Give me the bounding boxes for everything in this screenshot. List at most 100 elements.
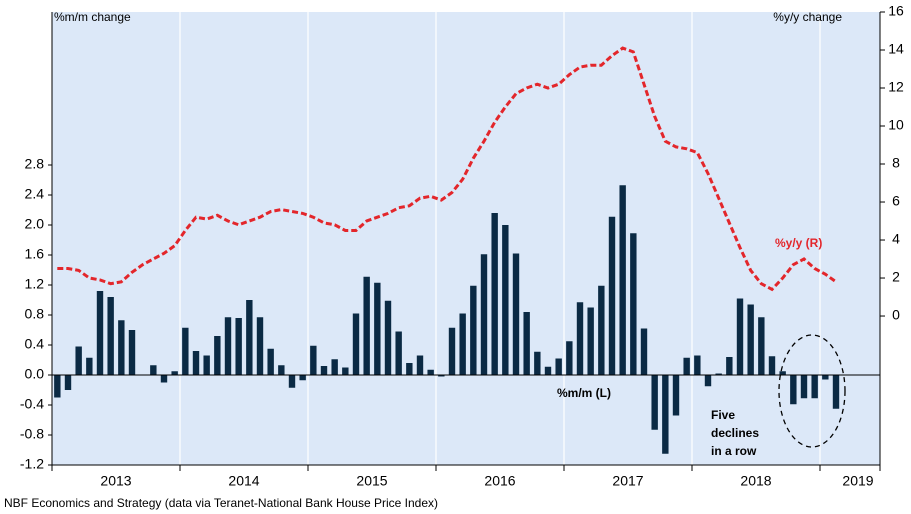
- bar: [662, 375, 669, 454]
- bar: [726, 357, 733, 375]
- source: NBF Economics and Strategy (data via Ter…: [4, 496, 438, 510]
- line: [57, 46, 837, 292]
- x-tick-label: 2019: [842, 473, 873, 489]
- bar: [491, 213, 498, 375]
- bar: [448, 327, 456, 375]
- bar: [672, 375, 680, 416]
- x-tick-label: 2018: [740, 473, 771, 489]
- right-axis-label: %y/y change: [773, 10, 842, 24]
- y-tick-label: 1.6: [25, 246, 45, 262]
- bar: [235, 318, 242, 375]
- bar: [299, 375, 306, 381]
- bar: [640, 328, 648, 375]
- bar: [86, 357, 93, 375]
- bar: [566, 341, 573, 375]
- bar: [576, 302, 584, 375]
- bar: [352, 313, 360, 375]
- bar: [427, 369, 434, 375]
- note-line: declines: [711, 426, 759, 440]
- bar: [598, 285, 605, 375]
- bar: [619, 185, 626, 375]
- bar: [246, 300, 253, 375]
- bar: [587, 307, 594, 375]
- note-line: in a row: [711, 444, 757, 458]
- bar: [278, 365, 285, 375]
- bar: [512, 253, 520, 375]
- bar: [608, 216, 616, 375]
- x-tick-label: 2015: [356, 473, 387, 489]
- y-tick-label: 2.4: [25, 186, 45, 202]
- y2-tick-label: 10: [888, 117, 904, 133]
- x-tick-label: 2013: [100, 473, 131, 489]
- bar: [790, 375, 797, 405]
- bar: [107, 297, 114, 375]
- bar: [747, 304, 754, 375]
- bar: [395, 331, 402, 375]
- bar: [310, 345, 317, 375]
- bar: [630, 233, 637, 375]
- bar: [384, 300, 392, 375]
- bar: [704, 375, 712, 387]
- highlight-ellipse: [778, 334, 846, 448]
- y2-tick-label: 4: [892, 231, 900, 247]
- bar: [758, 317, 765, 375]
- bar: [480, 254, 488, 375]
- bar: [800, 375, 808, 399]
- bar: [651, 375, 658, 430]
- bar: [96, 291, 104, 375]
- bar: [832, 375, 840, 409]
- bar: [822, 375, 829, 380]
- bar: [502, 225, 509, 375]
- y-tick-label: 2.8: [25, 156, 45, 172]
- bar: [363, 276, 370, 375]
- axes: 2013 2014 2015 2016 2017 2018 2019 -1.2 -0.8 -0.4…: [20, 3, 904, 489]
- bar: [768, 356, 776, 375]
- bar: [683, 357, 690, 375]
- y2-tick-label: 8: [892, 155, 900, 171]
- y2-tick-label: 12: [888, 79, 904, 95]
- bar: [694, 355, 701, 375]
- y-tick-label: 0.0: [25, 366, 45, 382]
- grid: [179, 12, 821, 465]
- bar: [715, 373, 722, 375]
- plot-area: [52, 12, 880, 465]
- bar: [54, 375, 61, 398]
- x-tick-label: 2014: [228, 473, 259, 489]
- bar: [406, 363, 413, 375]
- y2-tick-label: 0: [892, 307, 900, 323]
- y-tick-label: -1.2: [20, 456, 44, 472]
- bar: [544, 366, 552, 375]
- bar: [128, 330, 136, 375]
- x-tick-label: 2016: [484, 473, 515, 489]
- bar: [320, 366, 328, 375]
- bar: [438, 375, 445, 377]
- y-tick-label: 2.0: [25, 216, 45, 232]
- bar: [534, 351, 541, 375]
- bar: [470, 285, 477, 375]
- bar: [288, 375, 296, 388]
- bar: [267, 348, 274, 375]
- y-tick-label: -0.8: [20, 426, 44, 442]
- bar: [459, 313, 466, 375]
- y-tick-label: 1.2: [25, 276, 45, 292]
- bar: [182, 327, 189, 375]
- y2-tick-label: 16: [888, 3, 904, 19]
- bar: [224, 317, 232, 375]
- note-line: Five: [711, 408, 735, 422]
- bar: [416, 355, 424, 375]
- x-tick-label: 2017: [612, 473, 643, 489]
- bar: [118, 320, 125, 375]
- bar: [555, 358, 562, 375]
- bar: [523, 312, 530, 375]
- bar: [171, 371, 178, 375]
- bar: [203, 355, 210, 375]
- bar: [160, 375, 168, 383]
- bar: [374, 282, 381, 375]
- bar: [214, 336, 221, 375]
- bar: [150, 365, 157, 375]
- marks: [54, 46, 840, 454]
- y2-tick-label: 6: [892, 193, 900, 209]
- y-tick-label: -0.4: [20, 396, 44, 412]
